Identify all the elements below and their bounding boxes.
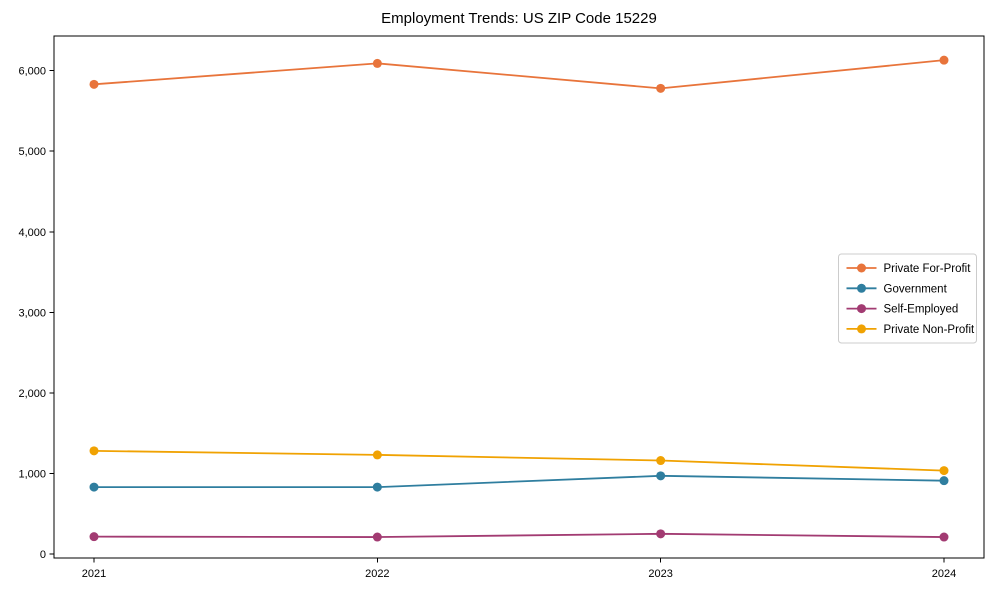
axes-frame — [53, 35, 985, 559]
data-point-government — [89, 482, 99, 492]
plot-area: 0 1,000 2,000 3,000 4,000 5,000 6,000 2021 2022 2… — [18, 35, 985, 580]
series-line-government — [93, 474, 945, 489]
x-tick-label: 2024 — [932, 568, 956, 580]
data-point-private-for-profit — [656, 83, 666, 93]
y-tick-label: 5,000 — [18, 146, 46, 158]
legend-marker-self-employed — [857, 304, 866, 314]
y-tick-label: 4,000 — [18, 227, 46, 239]
legend-marker-private-non-profit — [857, 324, 866, 334]
data-point-self-employed — [939, 532, 949, 542]
data-point-private-non-profit — [372, 450, 382, 460]
legend-label-private-for-profit: Private For-Profit — [884, 263, 972, 275]
data-point-private-non-profit — [656, 456, 666, 466]
data-point-private-for-profit — [939, 55, 949, 65]
x-tick-label: 2021 — [82, 568, 106, 580]
data-point-government — [656, 471, 666, 481]
legend-marker-private-for-profit — [857, 263, 866, 273]
data-point-private-non-profit — [939, 466, 949, 476]
series-line-self-employed — [93, 532, 945, 538]
data-point-self-employed — [89, 532, 99, 542]
data-point-private-non-profit — [89, 446, 99, 456]
data-point-private-for-profit — [372, 58, 382, 68]
chart-title: Employment Trends: US ZIP Code 15229 — [381, 10, 657, 27]
data-point-government — [939, 476, 949, 486]
legend-label-government: Government — [884, 283, 948, 295]
data-point-government — [372, 482, 382, 492]
y-tick-label: 3,000 — [18, 307, 46, 319]
series-line-private-non-profit — [93, 449, 945, 472]
y-tick-label: 6,000 — [18, 66, 46, 78]
data-point-self-employed — [372, 532, 382, 542]
legend-label-self-employed: Self-Employed — [884, 304, 959, 316]
legend-label-private-non-profit: Private Non-Profit — [884, 324, 976, 336]
x-tick-label: 2023 — [648, 568, 672, 580]
x-tick-label: 2022 — [365, 568, 389, 580]
data-point-private-for-profit — [89, 79, 99, 89]
series-line-private-for-profit — [93, 59, 945, 90]
y-tick-label: 0 — [40, 549, 46, 561]
legend — [838, 253, 977, 344]
y-tick-label: 2,000 — [18, 388, 46, 400]
y-tick-label: 1,000 — [18, 468, 46, 480]
legend-marker-government — [857, 283, 866, 293]
data-point-self-employed — [656, 529, 666, 539]
